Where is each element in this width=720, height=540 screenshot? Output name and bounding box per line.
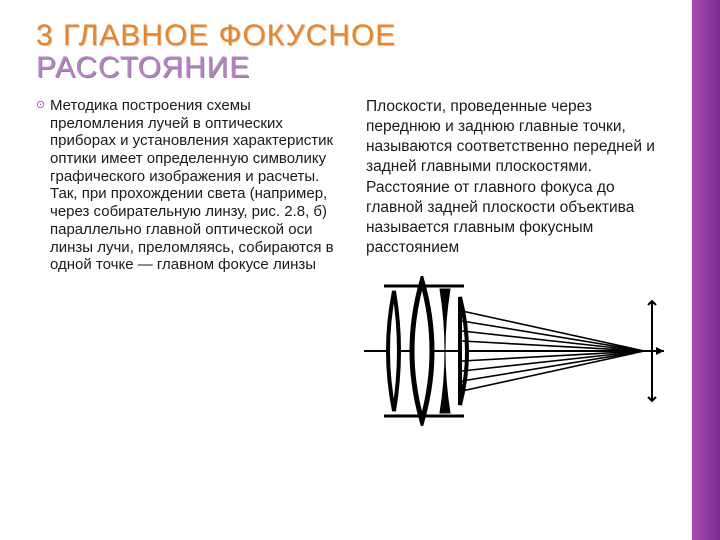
left-bullet: Методика построения схемы преломления лу…	[50, 97, 336, 274]
lens-diagram	[364, 276, 664, 426]
columns: Методика построения схемы преломления лу…	[36, 97, 664, 524]
title-row-1: 3 ГЛАВНОЕ ФОКУСНОЕ	[36, 19, 396, 52]
right-paragraph: Плоскости, проведенные через переднюю и …	[364, 97, 664, 258]
slide-title: 3 ГЛАВНОЕ ФОКУСНОЕ РАССТОЯНИЕ	[36, 20, 664, 83]
axis-arrow-icon	[656, 347, 664, 355]
left-column: Методика построения схемы преломления лу…	[36, 97, 336, 524]
right-column: Плоскости, проведенные через переднюю и …	[364, 97, 664, 524]
slide-content: 3 ГЛАВНОЕ ФОКУСНОЕ РАССТОЯНИЕ Методика п…	[0, 0, 692, 540]
title-row-2: РАССТОЯНИЕ	[36, 51, 250, 84]
accent-bar	[692, 0, 720, 540]
lens-diagram-svg	[364, 276, 664, 426]
